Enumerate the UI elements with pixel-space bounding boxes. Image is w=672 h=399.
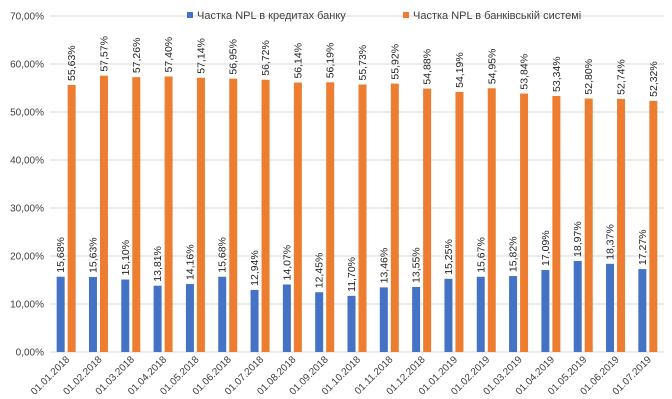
data-label-npl-system: 55,92% (389, 44, 401, 80)
bar-npl-system (293, 82, 302, 352)
data-label-npl-bank: 15,10% (120, 240, 132, 276)
bar-npl-bank (638, 269, 647, 352)
data-label-npl-bank: 15,82% (508, 236, 520, 272)
data-label-npl-system: 57,40% (163, 37, 175, 73)
bar-npl-bank (185, 284, 194, 352)
bar-npl-system (326, 82, 335, 353)
bar-npl-bank (315, 292, 324, 352)
y-axis-tick-labels: 0,00% 10,00% 20,00% 30,00% 40,00% 50,00% 60,00… (10, 12, 44, 359)
data-label-npl-bank: 12,45% (314, 253, 326, 289)
bar-npl-system (164, 76, 173, 352)
data-label-npl-bank: 17,27% (637, 229, 649, 265)
data-label-npl-bank: 13,46% (378, 248, 390, 284)
bar-npl-system (520, 93, 529, 353)
legend-swatch-npl-bank (187, 12, 193, 18)
gridlines (50, 15, 664, 353)
bar-npl-bank (56, 276, 65, 352)
data-label-npl-bank: 15,67% (475, 237, 487, 273)
data-label-npl-bank: 15,25% (443, 239, 455, 275)
data-labels: 15,68% 55,63% 15,63% 57,57% 15,10% 57,26% 13,8… (55, 36, 660, 292)
bar-npl-system (487, 88, 496, 353)
y-tick-label: 60,00% (10, 60, 44, 71)
data-label-npl-system: 54,95% (486, 49, 498, 85)
bar-npl-system (552, 95, 561, 352)
data-label-npl-bank: 18,37% (605, 224, 617, 260)
data-label-npl-bank: 14,16% (184, 244, 196, 280)
y-tick-label: 40,00% (10, 156, 44, 167)
data-label-npl-bank: 18,97% (572, 221, 584, 257)
bar-npl-bank (347, 295, 356, 352)
bar-npl-bank (541, 269, 550, 352)
bar-npl-bank (153, 285, 162, 352)
bar-npl-bank (121, 279, 130, 352)
data-label-npl-bank: 15,68% (55, 237, 67, 273)
bar-npl-bank (444, 278, 453, 352)
bars (56, 75, 658, 353)
data-label-npl-bank: 11,70% (346, 257, 358, 292)
bar-npl-system (390, 83, 399, 353)
data-label-npl-bank: 15,68% (217, 237, 229, 273)
y-tick-label: 0,00% (16, 348, 44, 359)
data-label-npl-system: 56,19% (325, 43, 337, 79)
legend-label-npl-bank: Частка NPL в кредитах банку (197, 10, 346, 22)
bar-npl-system (132, 77, 141, 352)
data-label-npl-system: 55,63% (66, 45, 78, 81)
data-label-npl-bank: 12,94% (249, 250, 261, 286)
bar-npl-system (617, 98, 626, 353)
bar-npl-bank (412, 286, 421, 352)
bar-npl-bank (250, 289, 259, 352)
bar-npl-bank (606, 263, 615, 352)
y-tick-label: 50,00% (10, 108, 44, 119)
data-label-npl-system: 56,72% (260, 40, 272, 76)
legend-swatch-npl-system (403, 12, 409, 18)
bar-npl-bank (509, 276, 518, 352)
data-label-npl-system: 53,34% (551, 56, 563, 92)
bar-npl-system (649, 100, 658, 352)
legend-label-npl-system: Частка NPL в банківській системі (413, 10, 581, 22)
data-label-npl-system: 54,19% (454, 52, 466, 88)
data-label-npl-bank: 13,55% (411, 247, 423, 283)
bar-npl-system (455, 91, 464, 352)
bar-npl-system (67, 84, 76, 352)
bar-npl-bank (282, 284, 291, 352)
bar-npl-system (423, 88, 432, 353)
y-tick-label: 10,00% (10, 300, 44, 311)
bar-npl-system (196, 77, 205, 352)
bar-npl-bank (573, 260, 582, 352)
bar-npl-bank (379, 287, 388, 352)
bar-npl-bank (88, 276, 97, 352)
bar-npl-system (584, 98, 593, 352)
data-label-npl-system: 57,57% (98, 36, 110, 72)
data-label-npl-bank: 14,07% (281, 245, 293, 281)
data-label-npl-system: 57,26% (131, 38, 143, 74)
bar-npl-system (229, 78, 238, 352)
data-label-npl-system: 57,14% (195, 38, 207, 74)
y-tick-label: 30,00% (10, 204, 44, 215)
bar-npl-system (261, 79, 270, 352)
data-label-npl-system: 52,74% (616, 59, 628, 95)
data-label-npl-system: 52,80% (583, 59, 595, 95)
y-tick-label: 70,00% (10, 12, 44, 23)
data-label-npl-system: 56,95% (228, 39, 240, 75)
x-axis-tick-labels: 01.01.201801.02.201801.03.201801.04.2018… (29, 354, 654, 397)
data-label-npl-system: 56,14% (292, 43, 304, 79)
data-label-npl-bank: 17,09% (540, 230, 552, 266)
y-tick-label: 20,00% (10, 252, 44, 263)
bar-npl-bank (218, 276, 227, 352)
data-label-npl-system: 52,32% (648, 61, 660, 97)
data-label-npl-system: 53,84% (519, 54, 531, 90)
legend: Частка NPL в кредитах банку Частка NPL в… (187, 10, 581, 22)
data-label-npl-system: 55,73% (357, 45, 369, 81)
data-label-npl-system: 54,88% (422, 49, 434, 85)
bar-npl-system (358, 84, 367, 352)
bar-npl-bank (476, 276, 485, 352)
data-label-npl-bank: 15,63% (87, 237, 99, 273)
data-label-npl-bank: 13,81% (152, 246, 164, 282)
bar-npl-system (99, 75, 108, 352)
